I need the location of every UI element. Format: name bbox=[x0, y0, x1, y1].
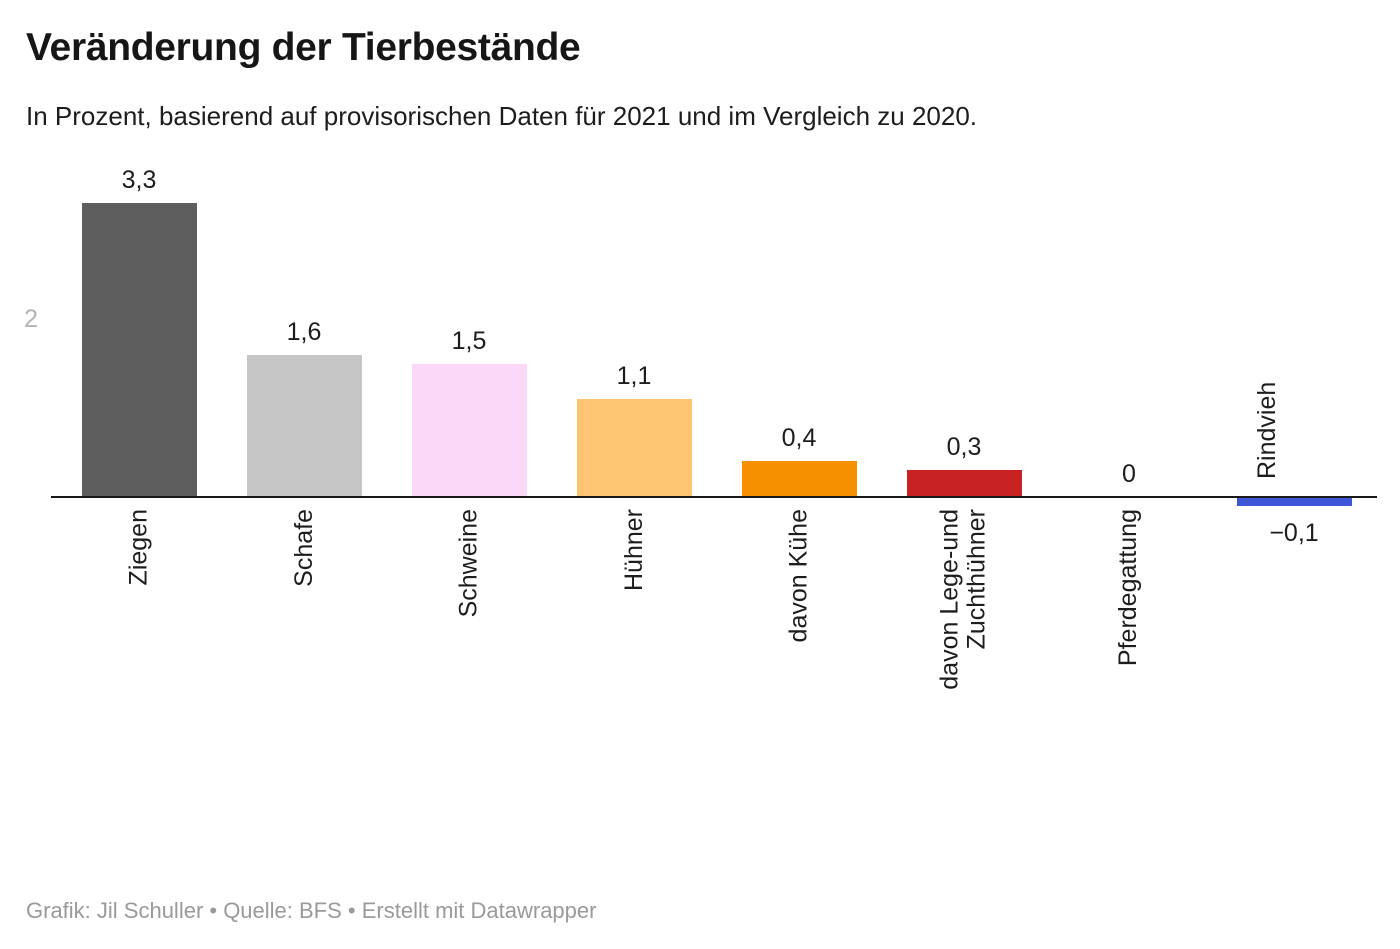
y-axis-tick-label: 2 bbox=[24, 305, 38, 333]
bar-h-hner[interactable] bbox=[576, 399, 692, 497]
category-label-rindvieh: Rindvieh bbox=[1252, 381, 1281, 479]
chart-title: Veränderung der Tierbestände bbox=[26, 26, 581, 69]
bar-schafe[interactable] bbox=[246, 354, 362, 497]
bar-davon-lege-und[interactable] bbox=[906, 470, 1022, 497]
value-label-davon-lege-und: 0,3 bbox=[946, 433, 982, 462]
value-label-rindvieh: −0,1 bbox=[1269, 518, 1319, 547]
attribution-line: Grafik: Jil Schuller • Quelle: BFS • Ers… bbox=[26, 898, 597, 923]
value-label-davon-k-he: 0,4 bbox=[781, 424, 817, 453]
bar-ziegen[interactable] bbox=[81, 203, 197, 497]
value-label-schafe: 1,6 bbox=[286, 317, 322, 346]
bar-davon-k-he[interactable] bbox=[741, 461, 857, 497]
category-label-pferdegattung: Pferdegattung bbox=[1114, 509, 1143, 667]
value-label-pferdegattung: 0 bbox=[1122, 460, 1136, 488]
category-label-ziegen: Ziegen bbox=[124, 509, 153, 586]
category-label-schafe: Schafe bbox=[289, 509, 318, 587]
bar-schweine[interactable] bbox=[411, 363, 527, 497]
value-label-h-hner: 1,1 bbox=[616, 362, 652, 391]
category-label-davon-k-he: davon Kühe bbox=[784, 509, 813, 643]
category-label-schweine: Schweine bbox=[454, 509, 483, 618]
value-label-schweine: 1,5 bbox=[451, 326, 487, 355]
x-axis-line bbox=[51, 496, 1377, 498]
bar-rindvieh[interactable] bbox=[1236, 497, 1352, 506]
chart-subtitle: In Prozent, basierend auf provisorischen… bbox=[26, 101, 978, 131]
category-label-h-hner: Hühner bbox=[619, 509, 648, 591]
category-label-davon-lege-und: davon Lege-und Zuchthühner bbox=[936, 509, 991, 690]
value-label-ziegen: 3,3 bbox=[121, 166, 157, 195]
